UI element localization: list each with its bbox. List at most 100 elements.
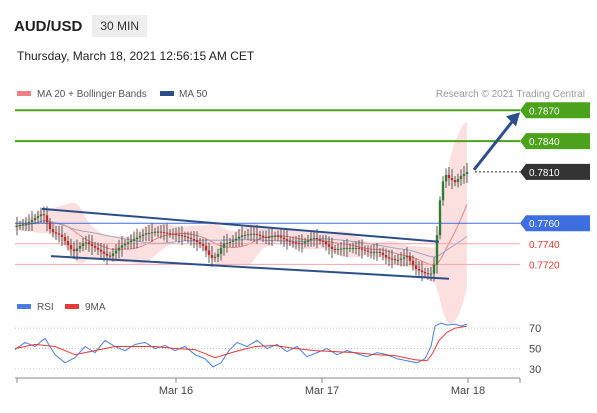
price-panel: 0.7870 0.7840 0.7810 0.7760 0.7740 0.7720 (14, 102, 590, 325)
candle-body (123, 243, 127, 246)
candle-body (450, 178, 454, 181)
candle-body (405, 256, 409, 258)
symbol-title: AUD/USD (14, 17, 83, 35)
candle-body (18, 225, 22, 227)
forecast-arrowhead (506, 112, 520, 127)
candle-body (423, 272, 427, 274)
candle-body (111, 253, 115, 257)
candle-body (378, 252, 382, 253)
candle-body (444, 174, 448, 182)
candle-body (171, 233, 175, 235)
candle-body (279, 236, 283, 238)
candle-body (291, 241, 295, 243)
candle-body (294, 242, 298, 244)
candle-body (297, 242, 301, 244)
candle-body (447, 174, 451, 179)
candle-body (96, 247, 100, 250)
candle-body (366, 250, 370, 252)
ma20-legend-label: MA 20 + Bollinger Bands (37, 89, 147, 100)
candle-body (306, 240, 310, 242)
ma50-legend-label: MA 50 (179, 89, 208, 100)
candle-body (63, 236, 67, 242)
candle-body (252, 233, 256, 235)
candle-body (78, 246, 82, 249)
candle-body (60, 234, 64, 237)
candle-body (90, 244, 94, 246)
candle-body (276, 235, 280, 237)
x-tick-label: Mar 16 (159, 385, 193, 397)
timeframe-badge[interactable]: 30 MIN (92, 15, 148, 37)
candle-body (213, 256, 217, 258)
level-tag-0.7840 (520, 133, 590, 150)
candle-body (150, 232, 154, 234)
candle-body (141, 234, 145, 237)
candle-body (75, 248, 79, 252)
level-tag-0.7870 (520, 102, 590, 119)
candle-body (396, 259, 400, 261)
candle-body (315, 238, 319, 240)
candle-body (138, 236, 142, 238)
candle-body (387, 257, 391, 259)
level-label-0.7870: 0.7870 (529, 106, 560, 117)
rsi-panel: 70 50 30 (14, 322, 541, 376)
candle-body (117, 247, 121, 251)
candle-body (324, 241, 328, 245)
channel-lower-line (50, 255, 450, 280)
candle-body (51, 229, 55, 233)
level-label-0.7720: 0.7720 (529, 260, 560, 271)
candle-body (102, 251, 106, 254)
candle-body (216, 254, 220, 257)
x-tick-label: Mar 17 (305, 385, 339, 397)
candle-body (435, 235, 439, 265)
level-label-0.7740: 0.7740 (529, 240, 560, 251)
candle-body (381, 252, 385, 256)
candle-body (411, 260, 415, 266)
candle-body (168, 233, 172, 235)
candle-body (126, 242, 130, 244)
candle-body (30, 220, 34, 222)
candle-body (438, 200, 442, 236)
candle-body (219, 247, 223, 255)
candle-body (57, 233, 61, 235)
chart-header: AUD/USD 30 MIN (14, 14, 148, 38)
candle-body (267, 236, 271, 238)
candle-body (207, 250, 211, 256)
level-label-0.7810: 0.7810 (529, 168, 560, 179)
candle-body (192, 238, 196, 241)
candle-body (348, 247, 352, 249)
candle-body (390, 258, 394, 260)
candle-body (327, 244, 331, 247)
candle-body (45, 215, 49, 223)
candle-body (27, 221, 31, 224)
candle-body (456, 179, 460, 183)
chart-datetime: Thursday, March 18, 2021 12:56:15 AM CET (17, 49, 255, 63)
candle-body (432, 264, 436, 274)
candle-body (426, 273, 430, 275)
candle-body (459, 176, 463, 180)
candle-body (225, 242, 229, 244)
candle-body (312, 238, 316, 240)
candle-body (441, 181, 445, 201)
candle-body (231, 240, 235, 242)
candle-body (195, 240, 199, 243)
candle-body (237, 236, 241, 239)
candle-body (288, 240, 292, 242)
candle-body (270, 236, 274, 238)
candle-body (114, 250, 118, 254)
candle-body (201, 243, 205, 246)
rsi-ma-legend-swatch (65, 304, 79, 309)
candle-body (228, 241, 232, 243)
candle-body (156, 231, 160, 233)
candle-body (339, 248, 343, 250)
candle-body (372, 252, 376, 253)
candle-body (345, 247, 349, 249)
candle-body (393, 259, 397, 261)
level-label-0.7840: 0.7840 (529, 137, 560, 148)
candle-body (321, 240, 325, 242)
candle-body (84, 242, 88, 244)
candle-body (429, 273, 433, 275)
candle-body (351, 247, 355, 249)
candle-body (183, 235, 187, 237)
candle-body (42, 214, 46, 216)
candle-body (318, 239, 322, 241)
